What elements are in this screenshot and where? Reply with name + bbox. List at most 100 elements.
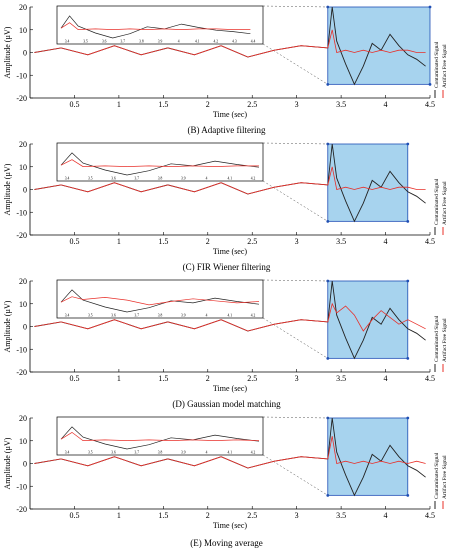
inset-artifact-free-line [60,159,259,167]
inset-tick-label: 3.6 [111,314,116,318]
legend-label: Contaminated Signal [434,315,440,362]
inset-artifact-free-line [60,431,260,441]
x-tick-label: 4.5 [425,374,435,383]
y-tick-label: 20 [19,414,27,423]
inset-tick-label: 4.2 [251,314,256,318]
y-tick-label: 10 [19,26,27,35]
zoom-connector [262,279,328,282]
inset-tick-label: 4.4 [251,40,256,44]
inset-tick-label: 3.9 [181,177,186,181]
inset-tick-label: 4 [178,40,180,44]
inset-tick-label: 3.7 [135,451,140,455]
inset-tick-label: 4.1 [195,40,200,44]
x-axis-label: Time (sec) [213,521,247,530]
legend-label: Contaminated Signal [434,452,440,499]
caption-d: (D) Gaussian model matching [172,399,281,409]
y-tick-label: -10 [16,482,27,491]
chart-d: -20 -10 0 10 20 0.5 1 1.5 2 2.5 3 3.5 4 4.5 Time (sec)… [3,277,448,393]
inset-tick-label: 3.8 [139,40,144,44]
inset-tick-label: 3.9 [181,451,186,455]
x-tick-label: 4.5 [425,100,435,109]
x-tick-label: 1 [117,100,121,109]
inset-contaminated-line [60,152,260,176]
y-tick-label: -20 [16,231,27,240]
x-tick-label: 0.5 [69,511,79,520]
series-artifact-free-line [34,166,426,195]
zoom-connector [262,416,328,419]
panel-d: -20 -10 0 10 20 0.5 1 1.5 2 2.5 3 3.5 4 4.5 Time (sec)… [0,274,453,411]
x-tick-label: 4 [384,100,388,109]
inset-artifact-free-line [60,296,260,306]
zoom-corner-marker [326,493,330,497]
caption-c: (C) FIR Wiener filtering [182,262,271,272]
series-artifact-free-line [34,29,426,58]
zoom-corner-marker [428,5,432,9]
x-tick-label: 2.5 [247,100,257,109]
legend-label: Artifact Free Signal [441,455,448,499]
zoom-corner-marker [406,279,410,283]
panel-b: -20 -10 0 10 20 0.5 1 1.5 2 2.5 3 3.5 4 4.5 Time (sec)… [0,0,453,137]
x-tick-label: 3 [295,100,299,109]
inset-tick-label: 4 [206,177,208,181]
zoom-connector [262,142,328,145]
series-artifact-free-line [34,436,426,469]
inset-tick-label: 3.7 [121,40,126,44]
inset-tick-label: 4.1 [228,451,233,455]
x-axis-label: Time (sec) [213,247,247,256]
zoom-corner-marker [406,219,410,223]
inset-tick-label: 3.9 [158,40,163,44]
y-tick-label: -20 [16,505,27,514]
x-tick-label: 0.5 [69,237,79,246]
y-tick-label: 0 [23,186,27,195]
x-tick-label: 2 [206,237,210,246]
x-axis-label: Time (sec) [213,384,247,393]
inset-contaminated-line [60,15,251,39]
inset-tick-label: 4.2 [214,40,219,44]
inset-tick-label: 4 [206,451,208,455]
y-tick-label: 0 [23,460,27,469]
inset-tick-label: 3.7 [135,177,140,181]
x-tick-label: 3.5 [336,511,346,520]
inset-tick-label: 3.8 [158,314,163,318]
inset-tick-label: 4 [206,314,208,318]
y-tick-label: 0 [23,323,27,332]
chart-b: -20 -10 0 10 20 0.5 1 1.5 2 2.5 3 3.5 4 4.5 Time (sec)… [3,3,448,119]
inset-tick-label: 3.6 [111,451,116,455]
zoom-corner-marker [406,416,410,420]
y-tick-label: -20 [16,368,27,377]
x-tick-label: 1 [117,237,121,246]
x-tick-label: 3.5 [336,374,346,383]
panel-c: -20 -10 0 10 20 0.5 1 1.5 2 2.5 3 3.5 4 4.5 Time (sec)… [0,137,453,274]
inset-box [56,142,264,182]
zoom-corner-marker [326,219,330,223]
x-tick-label: 1.5 [158,511,168,520]
x-tick-label: 2 [206,374,210,383]
x-tick-label: 0.5 [69,100,79,109]
zoom-connector [262,43,328,85]
y-axis-label: Amplitude (µV) [3,163,12,215]
inset-tick-label: 3.6 [111,177,116,181]
legend-label: Artifact Free Signal [441,318,448,362]
inset-box [56,416,264,456]
x-tick-label: 2.5 [247,237,257,246]
zoom-region [327,417,409,496]
y-axis-label: Amplitude (µV) [3,437,12,489]
y-tick-label: 10 [19,437,27,446]
inset-contaminated-line [60,426,260,450]
inset-artifact-free-line [60,22,251,30]
x-tick-label: 0.5 [69,374,79,383]
inset-contaminated-line [60,289,260,313]
y-tick-label: 10 [19,163,27,172]
x-tick-label: 4.5 [425,511,435,520]
y-tick-label: 20 [19,3,27,12]
inset-tick-label: 3.5 [88,451,93,455]
x-tick-label: 3.5 [336,100,346,109]
x-tick-label: 4 [384,237,388,246]
y-tick-label: -10 [16,345,27,354]
inset-tick-label: 3.5 [88,177,93,181]
panel-e: -20 -10 0 10 20 0.5 1 1.5 2 2.5 3 3.5 4 4.5 Time (sec)… [0,411,453,550]
legend-label: Artifact Free Signal [441,44,448,88]
x-tick-label: 1.5 [158,374,168,383]
inset-tick-label: 3.8 [158,451,163,455]
zoom-region [327,143,409,222]
